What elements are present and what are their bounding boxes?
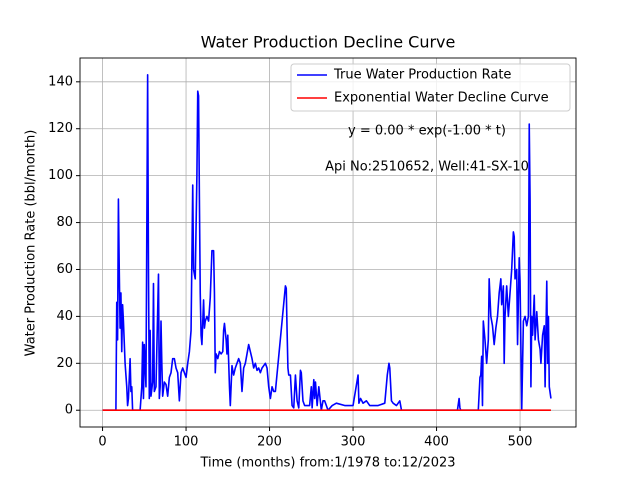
y-axis-label: Water Production Rate (bbl/month): [24, 130, 39, 357]
y-tick-label: 120: [48, 121, 73, 136]
annotation: y = 0.00 * exp(-1.00 * t): [348, 124, 506, 139]
x-tick-label: 100: [174, 435, 199, 450]
y-tick-label: 100: [48, 168, 73, 183]
y-tick-label: 80: [56, 215, 73, 230]
x-axis-label: Time (months) from:1/1978 to:12/2023: [199, 456, 455, 471]
y-tick-label: 20: [56, 356, 73, 371]
legend-box: [290, 63, 571, 112]
y-tick-label: 60: [56, 262, 73, 277]
legend-label: True Water Production Rate: [333, 68, 511, 83]
legend-label: Exponential Water Decline Curve: [334, 91, 549, 106]
axes-frame: [79, 57, 577, 428]
y-tick-label: 40: [56, 309, 73, 324]
chart-title: Water Production Decline Curve: [201, 33, 456, 52]
x-tick-label: 400: [424, 435, 449, 450]
y-tick-label: 0: [65, 403, 73, 418]
x-tick-label: 300: [341, 435, 366, 450]
x-tick-label: 500: [508, 435, 533, 450]
data-line: [102, 73, 552, 412]
x-tick-label: 200: [257, 435, 282, 450]
x-tick-label: 0: [98, 435, 106, 450]
y-tick-label: 140: [48, 74, 73, 89]
annotation: Api No:2510652, Well:41-SX-10: [325, 160, 529, 175]
